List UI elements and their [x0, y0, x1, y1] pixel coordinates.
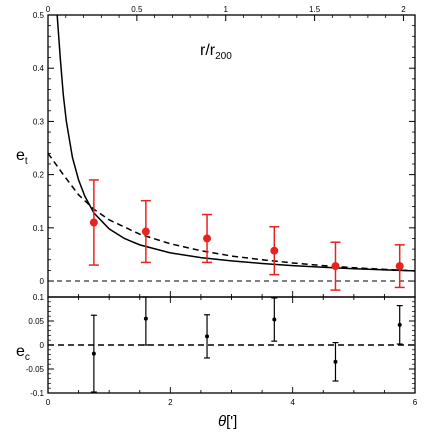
bottom-y-tick-label: 0 — [40, 341, 45, 350]
bottom-x-tick-label: 0 — [46, 398, 51, 407]
bottom-y-axis-title: ec — [16, 343, 30, 363]
top-dashed-model-curve — [47, 152, 416, 272]
bottom-y-tick-label: -0.05 — [26, 365, 45, 374]
bottom-y-tick-label: 0.05 — [28, 317, 44, 326]
top-y-axis-title-sub: t — [25, 156, 28, 167]
bottom-x-tick-label: 2 — [168, 398, 173, 407]
bottom-points-group — [90, 296, 403, 393]
bottom-x-ticks: 0 2 4 6 — [46, 297, 418, 407]
bottom-data-point — [91, 351, 96, 356]
top-secondary-tick-label: 0.5 — [131, 5, 143, 14]
bottom-x-tick-label: 6 — [413, 398, 418, 407]
bottom-y-axis-title-main: e — [16, 343, 25, 360]
bottom-y-ticks: -0.1 -0.05 0 0.05 0.1 — [26, 293, 415, 398]
bottom-x-tick-label: 4 — [290, 398, 295, 407]
top-solid-model-curve — [56, 14, 416, 272]
bottom-y-tick-label: -0.1 — [30, 389, 44, 398]
bottom-panel: -0.1 -0.05 0 0.05 0.1 0 2 4 6 ec θ['] — [16, 293, 418, 430]
top-axis-title-main: r/r — [200, 42, 216, 59]
bottom-data-point — [397, 322, 402, 327]
top-data-point — [270, 246, 279, 255]
bottom-y-tick-label: 0.1 — [33, 293, 45, 302]
top-data-point — [395, 262, 404, 271]
top-y-axis-title: et — [16, 147, 28, 167]
bottom-x-axis-title: θ['] — [218, 413, 237, 430]
top-panel: 00.10.20.30.40.5 0 0.5 1 1.5 2 r/r200 et — [16, 5, 416, 298]
top-y-tick-label: 0.2 — [33, 171, 45, 180]
top-y-tick-label: 0.3 — [33, 117, 45, 126]
top-secondary-tick-label: 1.5 — [309, 5, 321, 14]
top-y-tick-label: 0.1 — [33, 224, 45, 233]
bottom-x-axis-title-unit: ['] — [226, 413, 237, 430]
bottom-x-axis-title-main: θ — [218, 413, 226, 430]
top-points-group — [88, 179, 405, 291]
top-curves-group — [47, 14, 416, 272]
bottom-data-point — [272, 317, 277, 322]
top-secondary-axis-ticks: 0 0.5 1 1.5 2 — [46, 5, 406, 21]
top-y-axis-title-main: e — [16, 147, 25, 164]
top-data-point — [141, 227, 150, 236]
top-y-tick-label: 0.4 — [33, 64, 45, 73]
bottom-y-axis-title-sub: c — [25, 352, 30, 363]
top-secondary-tick-label: 0 — [46, 5, 51, 14]
top-data-point — [203, 234, 212, 243]
top-data-point — [89, 218, 98, 227]
bottom-data-point — [143, 316, 148, 321]
top-secondary-tick-label: 2 — [401, 5, 406, 14]
top-x-ticks — [47, 291, 416, 297]
top-axis-title-sub: 200 — [215, 51, 232, 62]
top-axis-title: r/r200 — [200, 42, 232, 62]
top-data-point — [331, 262, 340, 271]
top-y-ticks: 0 0.1 0.2 0.3 0.4 0.5 — [33, 11, 415, 286]
top-y-tick-label: 0.5 — [33, 11, 45, 20]
bottom-data-point — [205, 334, 210, 339]
top-secondary-tick-label: 1 — [223, 5, 228, 14]
top-y-tick-label: 0 — [40, 277, 45, 286]
bottom-data-point — [333, 359, 338, 364]
